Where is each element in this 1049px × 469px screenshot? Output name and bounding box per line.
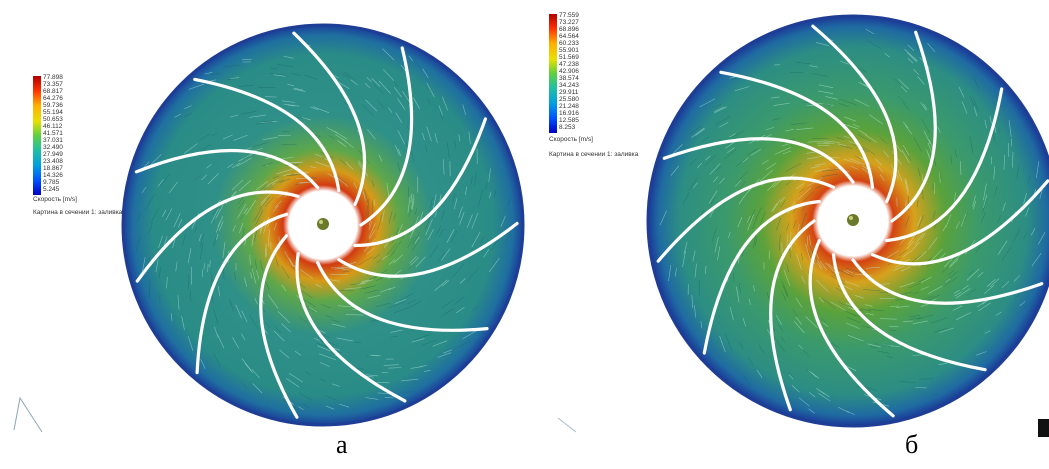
colorbar-a [33, 76, 41, 195]
axis-sketch-a [14, 398, 42, 432]
colorbar-tick-label: 51.569 [559, 54, 579, 61]
colorbar-tick-label: 8.253 [559, 124, 579, 131]
colorbar-tick-label: 18.867 [43, 165, 63, 172]
colorbar-tick-label: 55.901 [559, 47, 579, 54]
colorbar-tick-label: 73.357 [43, 81, 63, 88]
legend-a-section-label: Картина в сечении 1: заливка [33, 209, 122, 216]
shaft [847, 214, 859, 226]
colorbar-tick-label: 14.326 [43, 172, 63, 179]
colorbar-tick-label: 37.031 [43, 137, 63, 144]
legend-b-title: Скорость [m/s] [549, 136, 593, 143]
legend-a-title: Скорость [m/s] [33, 196, 77, 203]
impeller-a [123, 25, 523, 425]
colorbar-tick-label: 21.248 [559, 103, 579, 110]
corner-mark [1038, 419, 1049, 437]
axis-sketch-b [558, 418, 576, 432]
colorbar-tick-label: 16.916 [559, 110, 579, 117]
colorbar-tick-label: 29.911 [559, 89, 579, 96]
colorbar-tick-label: 60.233 [559, 40, 579, 47]
colorbar-tick-label: 68.817 [43, 88, 63, 95]
caption-a: а [336, 430, 348, 460]
colorbar-tick-label: 9.785 [43, 179, 63, 186]
caption-b: б [905, 430, 918, 460]
colorbar-tick-label: 77.559 [559, 12, 579, 19]
colorbar-tick-label: 47.238 [559, 61, 579, 68]
colorbar-tick-label: 64.276 [43, 95, 63, 102]
colorbar-tick-label: 59.736 [43, 102, 63, 109]
colorbar-tick-label: 77.898 [43, 74, 63, 81]
colorbar-tick-label: 55.194 [43, 109, 63, 116]
colorbar-tick-label: 64.564 [559, 33, 579, 40]
colorbar-tick-label: 42.906 [559, 68, 579, 75]
colorbar-tick-label: 46.112 [43, 123, 63, 130]
shaft-highlight [849, 216, 853, 220]
shaft-highlight [319, 220, 323, 224]
colorbar-tick-label: 25.580 [559, 96, 579, 103]
colorbar-tick-label: 32.490 [43, 144, 63, 151]
colorbar-tick-label: 73.227 [559, 19, 579, 26]
legend-b-section-label: Картина в сечении 1: заливка [549, 151, 638, 158]
colorbar-tick-label: 23.408 [43, 158, 63, 165]
colorbar-tick-label: 27.949 [43, 151, 63, 158]
colorbar-tick-label: 12.585 [559, 117, 579, 124]
colorbar-tick-label: 38.574 [559, 75, 579, 82]
shaft [317, 218, 329, 230]
colorbar-tick-label: 5.245 [43, 186, 63, 193]
colorbar-b [549, 14, 557, 133]
colorbar-tick-label: 68.896 [559, 26, 579, 33]
colorbar-tick-label: 34.243 [559, 82, 579, 89]
colorbar-tick-label: 50.653 [43, 116, 63, 123]
colorbar-tick-label: 41.571 [43, 130, 63, 137]
impeller-b [648, 16, 1049, 426]
